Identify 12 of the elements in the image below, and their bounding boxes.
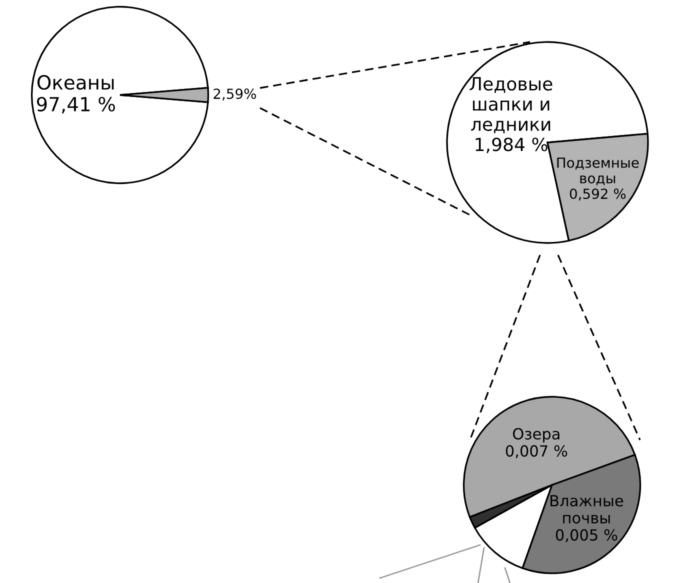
slice-label: Ледовые шапки и ледники	[470, 77, 552, 134]
slice-label: Озера	[512, 428, 560, 443]
slice-label: Влажные почвы	[550, 495, 624, 524]
slice-label: Океаны	[37, 75, 114, 90]
data-label: 1,984 %	[476, 138, 548, 154]
data-label: 0,005 %	[556, 529, 618, 542]
data-label: 0,007 %	[506, 445, 568, 458]
slice-label: Подземные воды	[557, 158, 639, 186]
pie-slice	[30, 6, 209, 184]
data-label: 2,59%	[214, 88, 256, 100]
data-label: 0,592 %	[570, 188, 626, 200]
data-label: 97,41 %	[36, 96, 115, 114]
